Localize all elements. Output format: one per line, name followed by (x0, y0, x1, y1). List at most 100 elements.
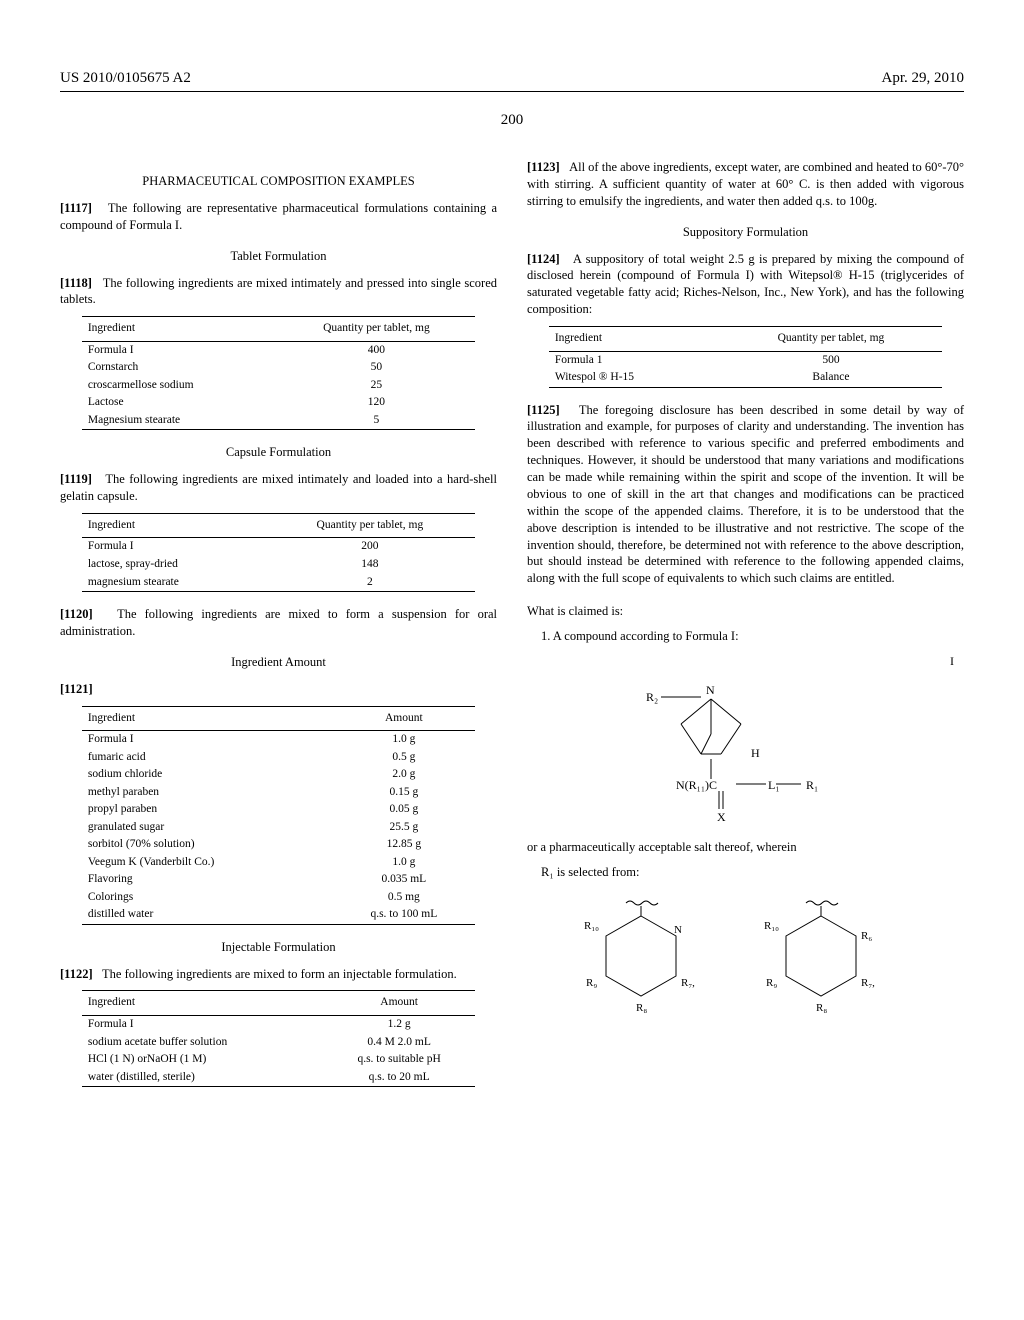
formula-label-I: I (527, 653, 964, 669)
para-text: All of the above ingredients, except wat… (527, 160, 964, 208)
r1-rings-diagram: R₁₀ N R₇, R₈ R₉ R₁₀ R₆ R₇, R₈ R₉ (556, 891, 936, 1021)
para-text: The foregoing disclosure has been descri… (527, 403, 964, 586)
section-title: PHARMACEUTICAL COMPOSITION EXAMPLES (60, 173, 497, 190)
page-header: US 2010/0105675 A2 Apr. 29, 2010 (60, 70, 964, 92)
paragraph-1119: [1119] The following ingredients are mix… (60, 471, 497, 505)
label-R2: R₂ (646, 690, 658, 704)
para-text: The following ingredients are mixed to f… (60, 607, 497, 638)
ring-R9: R₉ (586, 977, 597, 989)
th: Ingredient (549, 327, 720, 352)
table-suspension: Ingredient Amount Formula I1.0 g fumaric… (82, 706, 475, 925)
td: 1.0 g (333, 731, 476, 749)
th: Amount (333, 706, 476, 731)
paragraph-1117: [1117] The following are representative … (60, 200, 497, 234)
td: 200 (265, 538, 476, 556)
tablet-heading: Tablet Formulation (60, 248, 497, 265)
para-num: [1122] (60, 967, 93, 981)
para-text: A suppository of total weight 2.5 g is p… (527, 252, 964, 317)
ingredient-amount: Ingredient Amount (60, 654, 497, 671)
td: q.s. to 100 mL (333, 906, 476, 924)
para-num: [1123] (527, 160, 560, 174)
para-num: [1117] (60, 201, 92, 215)
th: Amount (323, 991, 475, 1016)
td: 2.0 g (333, 766, 476, 784)
td: 25.5 g (333, 819, 476, 837)
td: 500 (720, 351, 942, 369)
td: Magnesium stearate (82, 412, 278, 430)
para-num: [1121] (60, 682, 93, 696)
td: Formula I (82, 1015, 323, 1033)
th: Ingredient (82, 513, 265, 538)
td: 0.035 mL (333, 871, 476, 889)
td: Formula 1 (549, 351, 720, 369)
claim-r1: R₁ is selected from: (541, 864, 964, 881)
label-NR11C: N(R₁₁)C (676, 778, 717, 792)
table-tablet: Ingredient Quantity per tablet, mg Formu… (82, 316, 475, 430)
table-injectable: Ingredient Amount Formula I1.2 g sodium … (82, 990, 475, 1087)
td: q.s. to suitable pH (323, 1051, 475, 1069)
paragraph-1123: [1123] All of the above ingredients, exc… (527, 159, 964, 210)
td: sodium acetate buffer solution (82, 1034, 323, 1052)
td: 0.4 M 2.0 mL (323, 1034, 475, 1052)
td: propyl paraben (82, 801, 333, 819)
td: 0.15 g (333, 784, 476, 802)
th: Ingredient (82, 706, 333, 731)
para-text: The following ingredients are mixed inti… (60, 472, 497, 503)
td: Formula I (82, 341, 278, 359)
page-number: 200 (60, 112, 964, 129)
td: sodium chloride (82, 766, 333, 784)
td: methyl paraben (82, 784, 333, 802)
para-num: [1125] (527, 403, 560, 417)
label-H: H (751, 746, 760, 760)
td: water (distilled, sterile) (82, 1069, 323, 1087)
td: 120 (278, 394, 475, 412)
td: croscarmellose sodium (82, 377, 278, 395)
para-num: [1119] (60, 472, 92, 486)
ring-R10: R₁₀ (584, 920, 599, 932)
ring-N: N (674, 924, 682, 936)
para-num: [1118] (60, 276, 92, 290)
ring2-R9: R₉ (766, 977, 777, 989)
td: 0.5 mg (333, 889, 476, 907)
label-L1: L₁ (768, 778, 780, 792)
td: Balance (720, 369, 942, 387)
ring2-R8: R₈ (816, 1002, 827, 1014)
td: lactose, spray-dried (82, 556, 265, 574)
td: Formula I (82, 731, 333, 749)
paragraph-1124: [1124] A suppository of total weight 2.5… (527, 251, 964, 319)
paragraph-1125: [1125] The foregoing disclosure has been… (527, 402, 964, 588)
td: 25 (278, 377, 475, 395)
para-text: The following ingredients are mixed to f… (102, 967, 457, 981)
table-suppository: Ingredient Quantity per tablet, mg Formu… (549, 326, 942, 388)
td: Veegum K (Vanderbilt Co.) (82, 854, 333, 872)
para-text: The following ingredients are mixed inti… (60, 276, 497, 307)
patent-number: US 2010/0105675 A2 (60, 70, 191, 87)
th: Quantity per tablet, mg (720, 327, 942, 352)
patent-date: Apr. 29, 2010 (882, 70, 965, 87)
th: Quantity per tablet, mg (265, 513, 476, 538)
paragraph-1120: [1120] The following ingredients are mix… (60, 606, 497, 640)
right-column: [1123] All of the above ingredients, exc… (527, 159, 964, 1101)
paragraph-1122: [1122] The following ingredients are mix… (60, 966, 497, 983)
td: 1.2 g (323, 1015, 475, 1033)
para-num: [1124] (527, 252, 560, 266)
label-R1: R₁ (806, 778, 818, 792)
td: sorbitol (70% solution) (82, 836, 333, 854)
injectable-heading: Injectable Formulation (60, 939, 497, 956)
td: 50 (278, 359, 475, 377)
td: 5 (278, 412, 475, 430)
suppository-heading: Suppository Formulation (527, 224, 964, 241)
td: 1.0 g (333, 854, 476, 872)
left-column: PHARMACEUTICAL COMPOSITION EXAMPLES [111… (60, 159, 497, 1101)
td: magnesium stearate (82, 574, 265, 592)
td: q.s. to 20 mL (323, 1069, 475, 1087)
td: Witespol ® H-15 (549, 369, 720, 387)
td: Formula I (82, 538, 265, 556)
td: distilled water (82, 906, 333, 924)
table-capsule: Ingredient Quantity per tablet, mg Formu… (82, 513, 475, 592)
td: Colorings (82, 889, 333, 907)
td: 148 (265, 556, 476, 574)
th: Quantity per tablet, mg (278, 317, 475, 342)
td: granulated sugar (82, 819, 333, 837)
label-N: N (706, 683, 715, 697)
